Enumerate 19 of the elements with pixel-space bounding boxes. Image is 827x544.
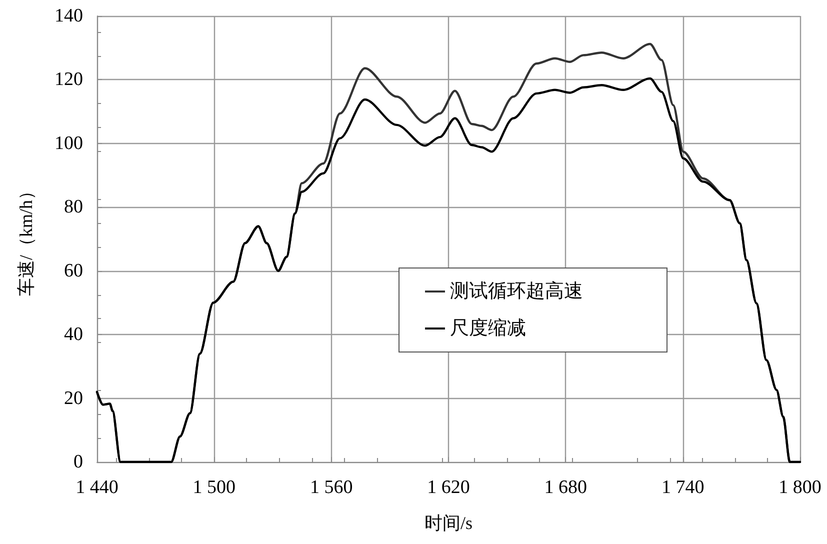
- x-tick-label: 1 800: [778, 477, 822, 498]
- x-tick-label: 1 500: [192, 477, 236, 498]
- y-tick-label: 140: [54, 6, 83, 26]
- legend-label: 测试循环超高速: [450, 280, 583, 302]
- y-tick-label: 60: [64, 260, 83, 282]
- x-tick-label: 1 560: [310, 477, 353, 498]
- y-tick-label: 100: [54, 132, 83, 154]
- legend-label: 尺度缩减: [450, 317, 526, 339]
- x-tick-label: 1 440: [76, 477, 118, 498]
- x-axis-title: 时间/s: [424, 513, 473, 533]
- x-tick-label: 1 740: [661, 477, 704, 498]
- y-axis-title: 车速/（km/h）: [16, 182, 36, 296]
- x-tick-label: 1 620: [427, 477, 470, 498]
- y-tick-label: 20: [64, 388, 83, 409]
- y-tick-label: 80: [64, 196, 83, 218]
- y-tick-label: 40: [64, 324, 83, 346]
- x-tick-label: 1 680: [544, 477, 588, 498]
- y-tick-label: 120: [54, 69, 83, 90]
- y-tick-label: 0: [74, 452, 83, 472]
